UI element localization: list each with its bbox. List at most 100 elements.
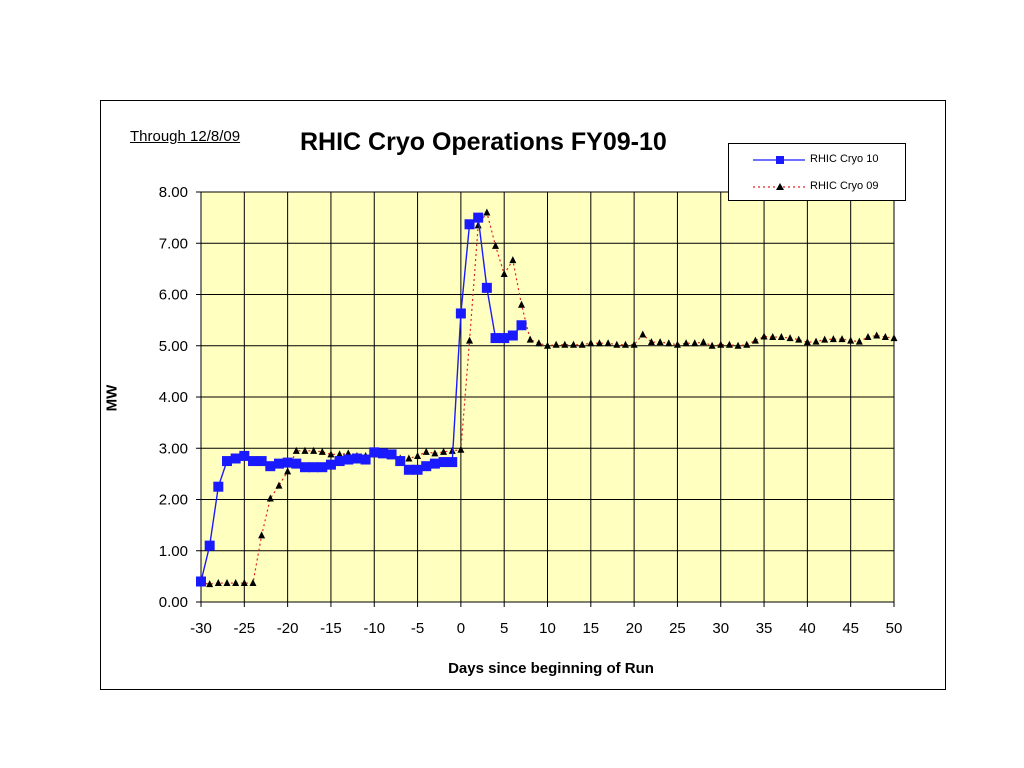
x-tick-label: 30: [712, 620, 729, 637]
data-point-cryo10: [334, 456, 345, 467]
data-point-cryo09: [855, 337, 863, 345]
y-tick-label: 8.00: [159, 184, 188, 201]
data-point-cryo10: [360, 454, 371, 465]
data-point-cryo09: [838, 335, 846, 343]
data-point-cryo09: [699, 338, 707, 346]
legend: RHIC Cryo 10 RHIC Cryo 09: [728, 143, 906, 201]
data-point-cryo09: [535, 339, 543, 347]
data-point-cryo09: [483, 208, 491, 216]
x-tick-label: -15: [320, 620, 342, 637]
data-point-cryo09: [466, 336, 474, 344]
data-point-cryo10: [455, 308, 466, 319]
data-point-cryo10: [230, 453, 241, 464]
data-point-cryo10: [299, 462, 310, 473]
data-point-cryo10: [291, 458, 302, 469]
data-point-cryo10: [351, 453, 362, 464]
legend-label-cryo10: RHIC Cryo 10: [810, 153, 879, 165]
x-tick-label: 45: [842, 620, 859, 637]
y-axis-label: MW: [103, 384, 121, 412]
data-point-cryo09: [613, 340, 621, 348]
data-point-cryo09: [457, 445, 465, 453]
data-point-cryo10: [429, 458, 440, 469]
x-tick-label: 25: [669, 620, 686, 637]
data-point-cryo09: [223, 579, 231, 587]
data-point-cryo10: [464, 219, 475, 230]
data-point-cryo10: [239, 450, 250, 461]
data-point-cryo10: [377, 448, 388, 459]
data-point-cryo09: [544, 341, 551, 349]
data-point-cryo09: [829, 335, 837, 343]
data-point-cryo09: [604, 339, 612, 347]
data-point-cryo10: [308, 462, 319, 473]
data-point-cryo09: [492, 241, 500, 249]
data-point-cryo09: [552, 340, 560, 348]
data-point-cryo09: [526, 335, 534, 343]
series-layer: [196, 208, 898, 588]
data-point-cryo09: [500, 270, 508, 277]
data-point-cryo10: [204, 540, 215, 551]
data-point-cryo09: [656, 338, 664, 346]
data-point-cryo09: [647, 338, 655, 346]
data-point-cryo09: [561, 340, 569, 348]
y-tick-label: 1.00: [159, 543, 188, 560]
data-point-cryo09: [639, 330, 647, 338]
data-point-cryo10: [325, 459, 336, 470]
data-point-cryo09: [682, 339, 690, 347]
data-point-cryo09: [665, 339, 673, 347]
data-point-cryo09: [621, 340, 629, 348]
data-point-cryo09: [769, 333, 777, 341]
data-point-cryo10: [247, 456, 258, 467]
chart-title: RHIC Cryo Operations FY09-10: [300, 128, 667, 156]
data-point-cryo10: [221, 456, 232, 467]
data-point-cryo09: [518, 300, 526, 308]
x-tick-label: 50: [886, 620, 903, 637]
legend-item-cryo10: RHIC Cryo 10: [729, 151, 907, 169]
data-point-cryo09: [284, 467, 292, 475]
data-point-cryo10: [516, 320, 527, 331]
data-point-cryo09: [292, 446, 300, 454]
data-point-cryo10: [265, 461, 276, 472]
legend-label-cryo09: RHIC Cryo 09: [810, 180, 879, 192]
legend-item-cryo09: RHIC Cryo 09: [729, 178, 907, 196]
data-point-cryo09: [240, 579, 248, 587]
data-point-cryo09: [864, 333, 872, 341]
data-point-cryo09: [760, 332, 768, 340]
data-point-cryo09: [717, 340, 725, 348]
data-point-cryo09: [847, 336, 855, 344]
y-tick-label: 0.00: [159, 594, 188, 611]
x-tick-label: -25: [233, 620, 255, 637]
data-point-cryo09: [708, 341, 716, 349]
data-point-cryo09: [812, 337, 820, 345]
data-point-cryo10: [273, 458, 284, 469]
data-point-cryo10: [343, 454, 354, 465]
data-point-cryo10: [507, 330, 518, 341]
y-tick-label: 7.00: [159, 235, 188, 252]
data-point-cryo09: [777, 333, 785, 341]
data-point-cryo09: [232, 579, 240, 587]
data-point-cryo09: [275, 481, 283, 489]
data-point-cryo09: [336, 450, 344, 458]
data-point-cryo09: [786, 334, 794, 342]
data-point-cryo09: [630, 340, 638, 348]
data-point-cryo09: [214, 579, 222, 587]
data-point-cryo10: [196, 576, 206, 587]
legend-swatch-cryo10: [753, 156, 805, 164]
gridlines: [200, 191, 895, 603]
x-tick-label: -30: [190, 620, 212, 637]
x-tick-label: 0: [457, 620, 465, 637]
data-point-cryo10: [447, 457, 458, 468]
x-tick-label: -10: [363, 620, 385, 637]
data-point-cryo09: [405, 454, 413, 462]
x-tick-label: 40: [799, 620, 816, 637]
data-point-cryo09: [725, 340, 733, 348]
date-note: Through 12/8/09: [130, 128, 241, 145]
data-point-cryo09: [587, 339, 595, 347]
data-point-cryo09: [743, 340, 751, 348]
legend-swatch-cryo09: [753, 183, 805, 190]
x-axis-label: Days since beginning of Run: [448, 660, 654, 677]
data-point-cryo09: [422, 447, 430, 455]
data-point-cryo10: [386, 449, 397, 460]
data-point-cryo09: [301, 446, 309, 454]
data-point-cryo10: [256, 456, 267, 467]
data-point-cryo10: [395, 456, 406, 467]
